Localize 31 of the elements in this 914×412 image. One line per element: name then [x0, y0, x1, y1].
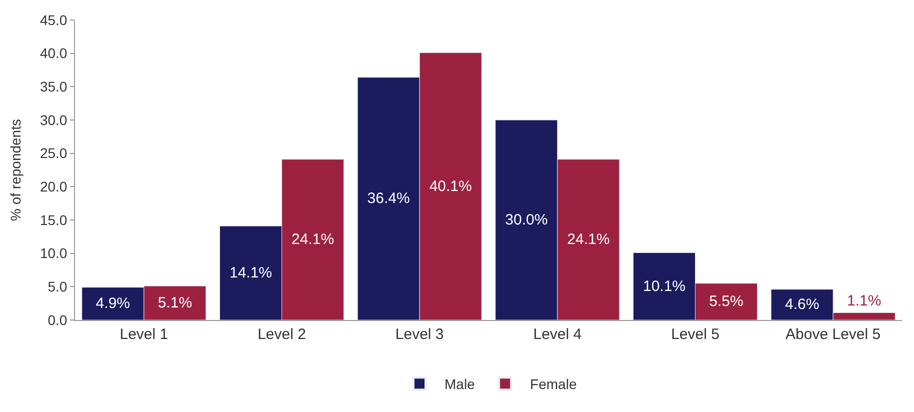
data-label: 4.9% [96, 295, 130, 312]
y-tick-label: 40.0 [40, 45, 68, 62]
data-label: 5.5% [709, 293, 744, 310]
data-label: 5.1% [158, 294, 192, 312]
data-label: 4.6% [784, 296, 820, 314]
y-tick-label: 35.0 [40, 78, 68, 95]
y-tick-label: 45.0 [40, 12, 68, 28]
data-label: 14.1% [229, 264, 272, 282]
legend-label: Male [444, 376, 476, 392]
y-axis-title: % of repondents [8, 119, 24, 221]
x-tick-label: Level 5 [671, 326, 720, 343]
y-tick-label: 0.0 [48, 312, 68, 328]
legend-label: Female [530, 376, 577, 392]
x-tick-label: Above Level 5 [786, 326, 881, 343]
data-label: 1.1% [846, 292, 882, 310]
data-label: 24.1% [567, 231, 610, 248]
y-tick-label: 15.0 [40, 212, 68, 228]
data-label: 30.0% [505, 212, 548, 228]
y-tick-label: 10.0 [40, 245, 68, 262]
y-tick-label: 5.0 [48, 278, 68, 295]
data-label: 36.4% [367, 190, 410, 208]
x-tick-label: Level 2 [258, 326, 306, 343]
data-label: 40.1% [429, 178, 472, 195]
data-label: 24.1% [291, 231, 334, 248]
y-tick-label: 30.0 [40, 112, 68, 128]
x-tick-label: Level 1 [120, 326, 168, 343]
data-label: 10.1% [642, 278, 686, 295]
y-tick-label: 25.0 [40, 145, 68, 162]
x-tick-label: Level 3 [395, 326, 444, 343]
x-tick-label: Level 4 [533, 326, 582, 343]
y-tick-label: 20.0 [40, 178, 68, 195]
